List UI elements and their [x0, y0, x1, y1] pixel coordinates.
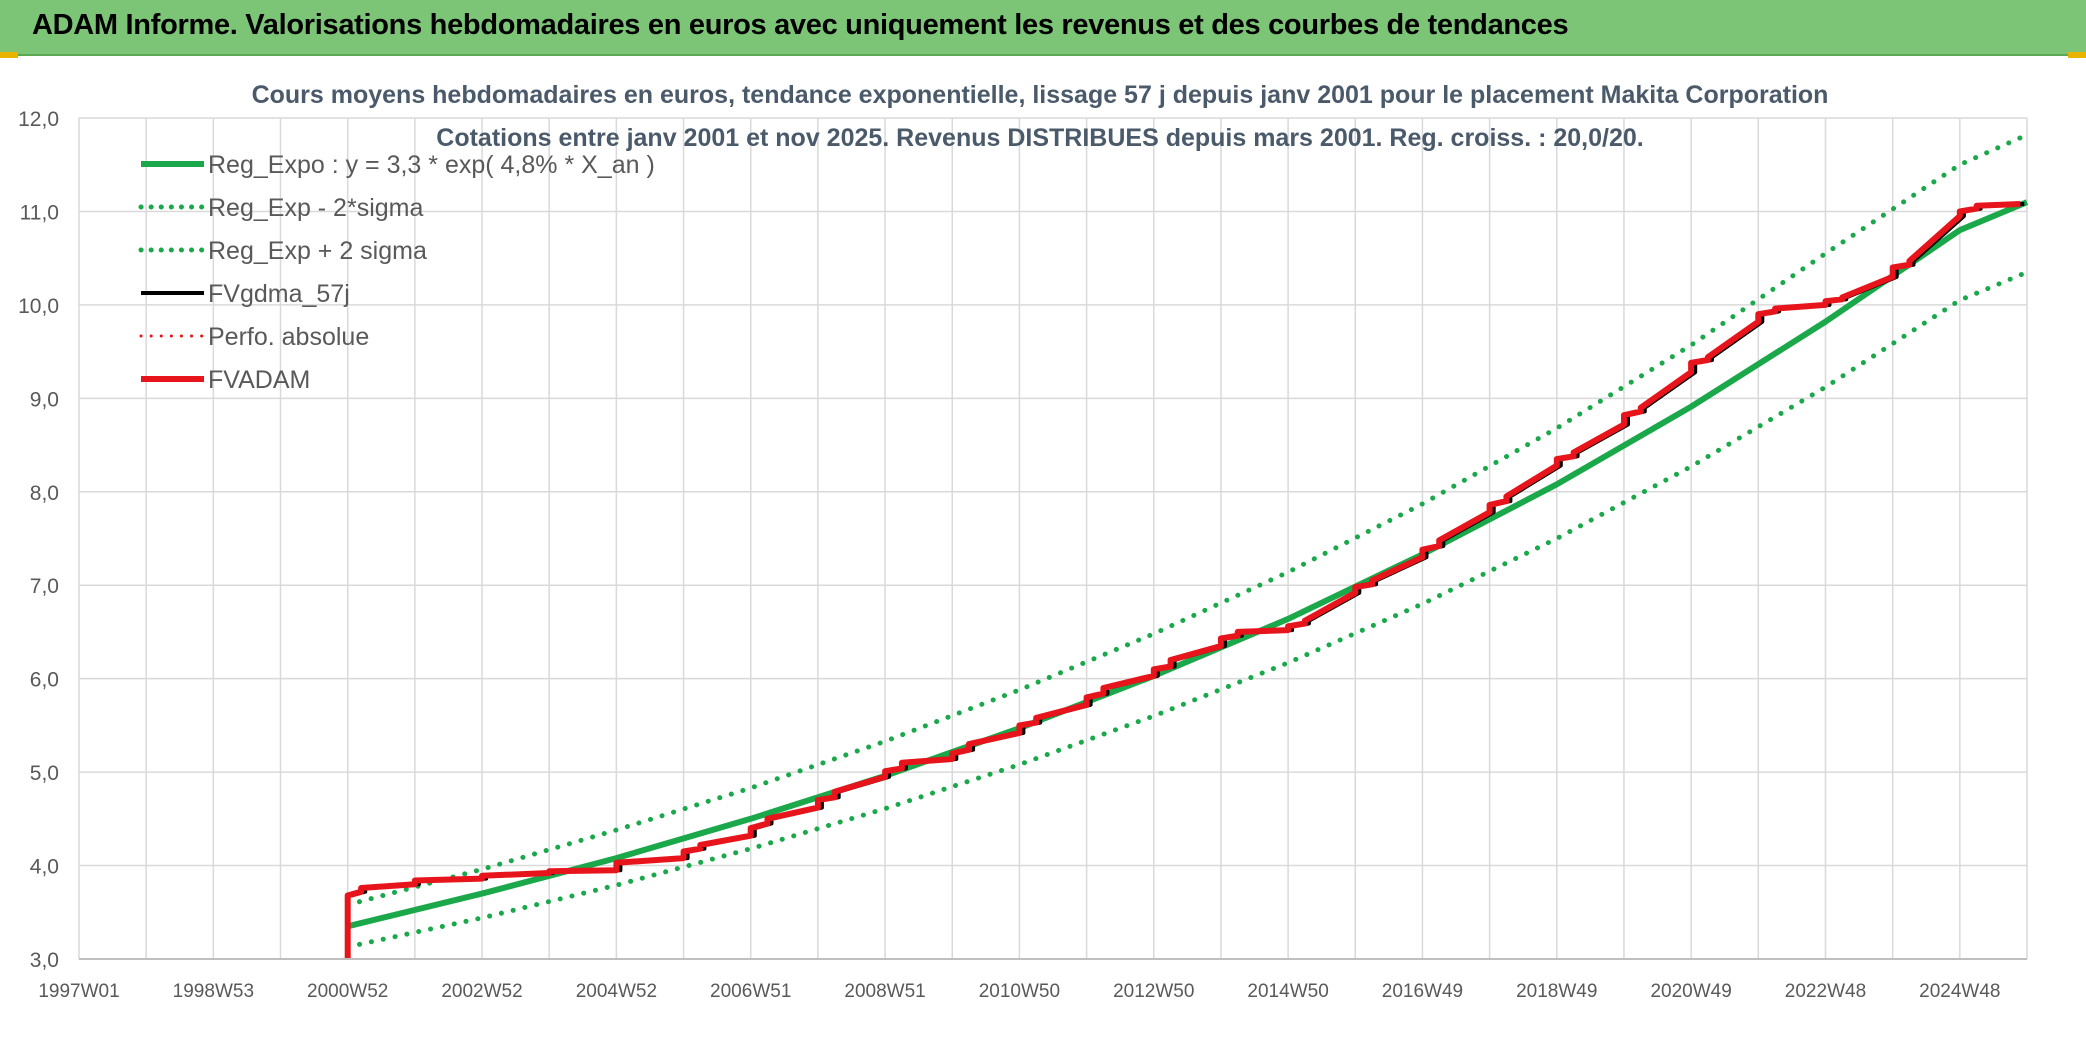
x-tick-label: 2010W50: [979, 981, 1060, 1002]
y-tick-label: 7,0: [30, 575, 59, 598]
series-layer: [344, 132, 2030, 959]
fvadam-line: [344, 201, 2021, 959]
y-tick-label: 10,0: [18, 295, 59, 318]
reg-exp-plus-2sigma-line: [345, 132, 2030, 908]
x-tick-label: 1997W01: [38, 981, 119, 1002]
chart-legend: Reg_Expo : y = 3,3 * exp( 4,8% * X_an ) R…: [138, 151, 655, 394]
y-tick-label: 4,0: [30, 856, 59, 879]
legend-label: Reg_Exp - 2*sigma: [208, 194, 423, 222]
legend-label: Perfo. absolue: [208, 323, 369, 351]
y-tick-label: 3,0: [30, 949, 59, 972]
corner-marker-left: [0, 52, 18, 58]
x-tick-label: 2022W48: [1785, 981, 1866, 1002]
y-tick-label: 5,0: [30, 762, 59, 785]
x-tick-label: 1998W53: [173, 981, 254, 1002]
x-tick-label: 2016W49: [1382, 981, 1463, 1002]
chart-svg: 3,0 4,0 5,0 6,0 7,0 8,0 9,0 10,0 11,0 12,0 1997W01…: [18, 81, 2030, 1002]
grid-layer: [78, 117, 2028, 960]
y-tick-label: 9,0: [30, 388, 59, 411]
corner-marker-right: [2068, 52, 2086, 58]
x-tick-label: 2014W50: [1247, 981, 1328, 1002]
y-tick-label: 6,0: [30, 669, 59, 692]
legend-label: Reg_Expo : y = 3,3 * exp( 4,8% * X_an ): [208, 151, 655, 179]
legend-label: FVgdma_57j: [208, 280, 350, 308]
x-tick-label: 2000W52: [307, 981, 388, 1002]
chart-frame: 3,0 4,0 5,0 6,0 7,0 8,0 9,0 10,0 11,0 12,0 1997W01…: [0, 58, 2086, 1037]
y-tick-label: 11,0: [20, 201, 59, 224]
report-banner: ADAM Informe. Valorisations hebdomadaire…: [0, 0, 2086, 56]
y-tick-label: 8,0: [30, 482, 59, 505]
chart-title-line-1: Cours moyens hebdomadaires en euros, ten…: [252, 81, 1829, 109]
x-tick-label: 2018W49: [1516, 981, 1597, 1002]
legend-label: Reg_Exp + 2 sigma: [208, 237, 427, 265]
x-tick-label: 2008W51: [844, 981, 925, 1002]
legend-label: FVADAM: [208, 366, 310, 394]
x-tick-label: 2012W50: [1113, 981, 1194, 1002]
axis-layer: 3,0 4,0 5,0 6,0 7,0 8,0 9,0 10,0 11,0 12,0 1997W01…: [18, 108, 2027, 1002]
report-title: ADAM Informe. Valorisations hebdomadaire…: [32, 9, 1569, 41]
chart-title-line-2: Cotations entre janv 2001 et nov 2025. R…: [436, 124, 1643, 152]
x-tick-label: 2024W48: [1919, 981, 2000, 1002]
x-tick-label: 2004W52: [576, 981, 657, 1002]
x-tick-label: 2006W51: [710, 981, 791, 1002]
x-tick-label: 2020W49: [1650, 981, 1731, 1002]
reg-exp-minus-2sigma-line: [345, 269, 2030, 950]
x-tick-label: 2002W52: [441, 981, 522, 1002]
y-tick-label: 12,0: [18, 108, 59, 131]
